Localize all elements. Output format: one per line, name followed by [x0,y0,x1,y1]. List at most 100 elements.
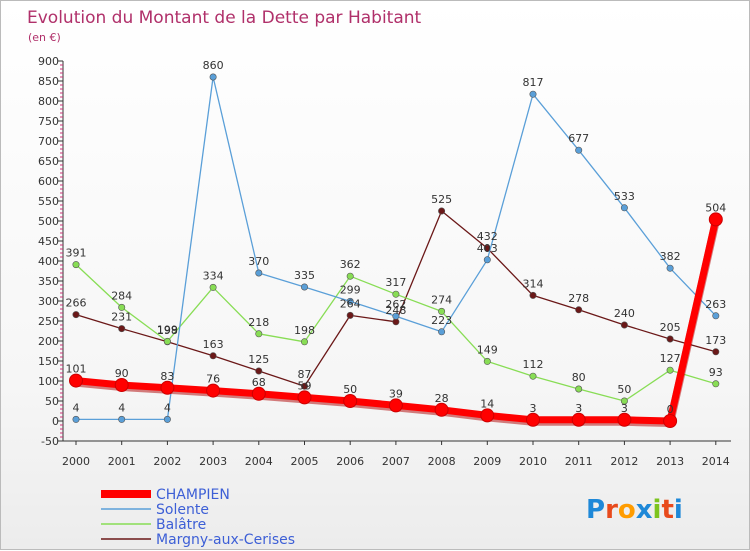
data-point [255,330,263,338]
axes: -500501001502002503003504004505005506006… [38,55,731,468]
x-tick-label: 2001 [108,455,136,468]
series-line [76,76,717,421]
logo-letter: i [653,495,662,525]
logo-letter: r [605,495,618,525]
data-point [72,311,80,319]
data-label: 3 [575,402,582,415]
data-point [483,357,491,365]
data-label: 677 [568,132,589,145]
data-label: 334 [203,269,224,282]
data-label: 223 [431,314,452,327]
data-point [209,283,217,291]
data-label: 266 [66,297,87,310]
data-point [708,212,723,227]
y-tick-label: 600 [38,175,59,188]
data-label: 4 [118,401,125,414]
data-point [118,415,126,423]
data-point [300,338,308,346]
data-label: 432 [477,230,498,243]
data-point [480,408,495,423]
y-tick-label: 450 [38,235,59,248]
data-point [72,261,80,269]
data-label: 370 [248,255,269,268]
data-label: 4 [73,401,80,414]
x-tick-label: 2003 [199,455,227,468]
y-tick-label: 100 [38,375,59,388]
data-point [620,204,628,212]
x-tick-label: 2009 [473,455,501,468]
data-point [434,402,449,417]
data-label: 149 [477,343,498,356]
data-point [346,311,354,319]
data-label: 860 [203,59,224,72]
legend-label: Margny-aux-Cerises [156,532,295,548]
chart-subtitle: (en €) [28,31,61,44]
data-label: 83 [160,370,174,383]
data-label: 50 [343,383,357,396]
data-point [209,352,217,360]
data-label: 274 [431,293,452,306]
data-label: 87 [298,368,312,381]
data-point [114,378,129,392]
data-label: 263 [705,298,726,311]
legend-label: Balâtre [156,517,206,533]
x-tick-label: 2014 [702,455,730,468]
data-point [666,335,674,343]
data-label: 199 [157,323,178,336]
data-label: 264 [340,297,361,310]
data-label: 205 [660,321,681,334]
data-label: 284 [111,289,132,302]
y-tick-label: 50 [45,395,59,408]
y-tick-label: 800 [38,95,59,108]
data-label: 391 [66,247,87,260]
data-label: 14 [480,397,494,410]
data-label: 198 [157,324,178,337]
data-point [438,307,446,315]
x-tick-label: 2005 [291,455,319,468]
logo-letter: t [661,495,673,525]
data-point [526,412,540,427]
logo-letter: P [586,495,605,525]
x-tick-label: 2011 [565,455,593,468]
logo-letter: i [674,495,683,525]
data-point [297,390,312,405]
data-point [712,348,720,356]
legend-label: CHAMPIEN [156,487,230,503]
data-label: 198 [294,324,315,337]
data-label: 127 [660,352,681,365]
data-point [118,303,126,311]
y-tick-label: 350 [38,275,59,288]
data-point [529,372,537,380]
series-layer [69,73,723,428]
legend-label: Solente [156,502,209,518]
data-label: 504 [705,201,726,214]
proxiti-logo: Proxiti [586,495,683,525]
data-point [255,367,263,375]
data-point [255,269,263,277]
x-tick-label: 2000 [62,455,90,468]
data-label: 403 [477,242,498,255]
y-tick-label: 400 [38,255,59,268]
data-point [575,385,583,393]
data-label: 362 [340,258,361,271]
data-label: 218 [248,316,269,329]
data-label: 59 [298,379,312,392]
data-label: 101 [66,363,87,376]
y-tick-label: 200 [38,335,59,348]
data-point [206,383,221,398]
data-label: 299 [340,283,361,296]
y-tick-label: 750 [38,115,59,128]
y-tick-label: 0 [52,415,59,428]
data-point [663,414,678,428]
data-label: 3 [621,402,628,415]
data-label: 533 [614,190,635,203]
data-label: 50 [617,383,631,396]
data-label: 525 [431,193,452,206]
x-tick-label: 2002 [153,455,181,468]
data-label: 4 [164,401,171,414]
data-label: 314 [523,277,544,290]
